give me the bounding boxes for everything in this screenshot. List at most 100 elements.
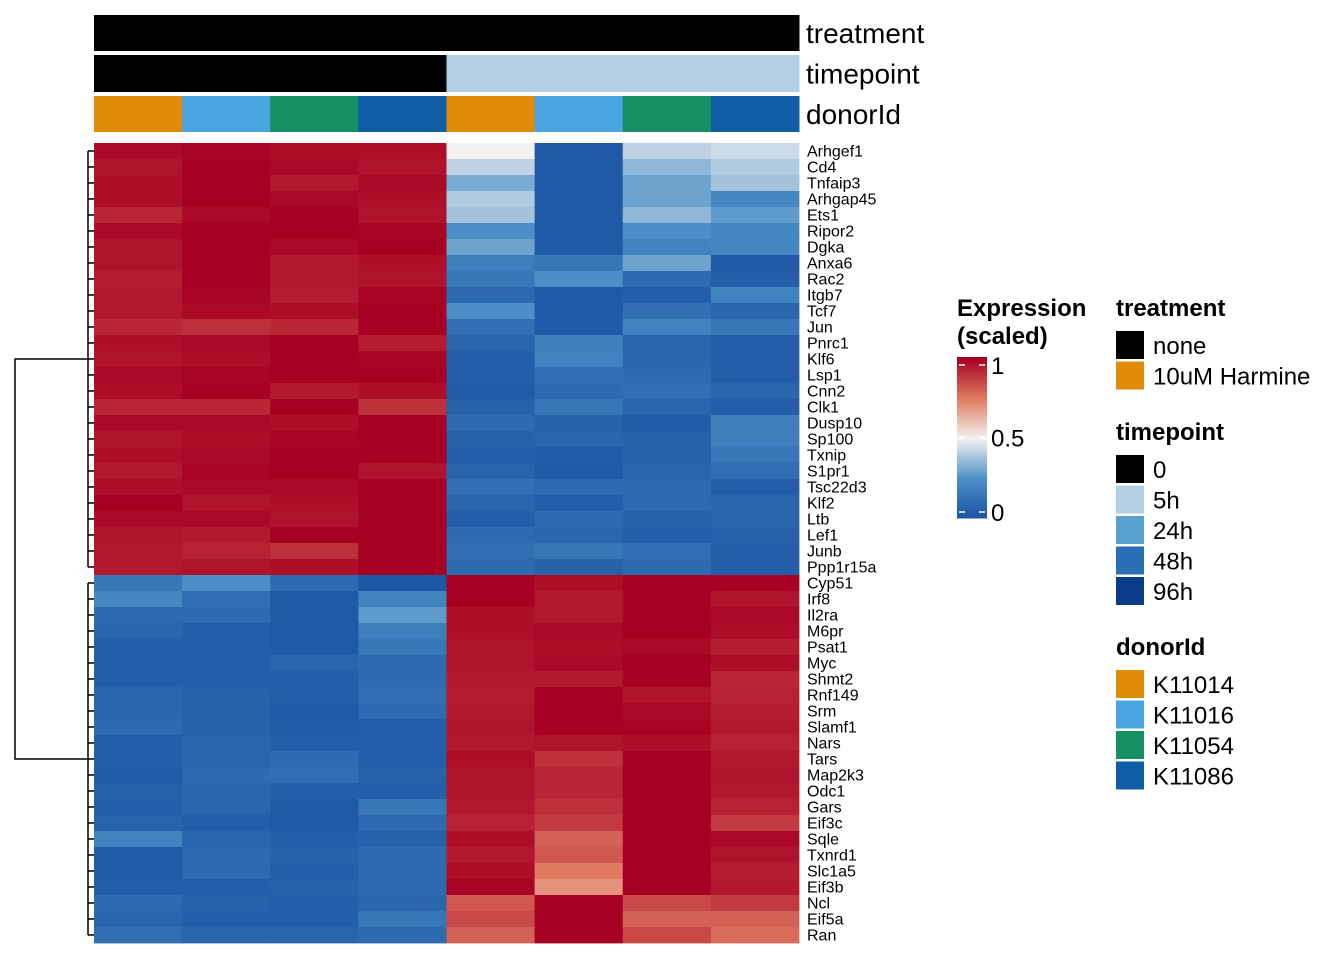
heatmap-cell [710,287,800,304]
row-label: Irf8 [807,592,830,609]
heatmap-cell [270,767,359,784]
heatmap-cell [94,255,183,272]
heatmap-cell [270,303,359,320]
heatmap-cell [270,735,359,752]
legend-label-timepoint: 96h [1153,579,1193,606]
heatmap-cell [446,431,536,448]
heatmap-cell [182,447,271,464]
heatmap-cell [534,175,624,192]
heatmap-cell [182,191,271,208]
colorbar-segment [957,405,987,409]
legend-swatch-timepoint [1116,546,1144,575]
heatmap-cell [358,383,447,400]
heatmap-cell [710,495,800,512]
heatmap-cell [358,591,447,608]
heatmap-cell [270,895,359,912]
heatmap-cell [94,895,183,912]
heatmap-cell [710,399,800,416]
heatmap-cell [182,415,271,432]
legend-swatch-timepoint [1116,485,1144,514]
heatmap-cell [94,767,183,784]
heatmap-cell [358,399,447,416]
colorbar-segment [957,365,987,369]
annotation-cell-treatment [270,15,359,51]
colorbar-segment [957,367,987,371]
annotation-cell-treatment [358,15,447,51]
legend-label-timepoint: 5h [1153,488,1180,515]
heatmap-cell [446,767,536,784]
heatmap-cell [94,143,183,160]
heatmap-cell [622,671,712,688]
heatmap-cell [446,607,536,624]
heatmap-cell [710,319,800,336]
heatmap-cell [446,383,536,400]
heatmap-cell [622,847,712,864]
heatmap-cell [182,383,271,400]
heatmap-cell [446,783,536,800]
heatmap-cell [446,575,536,592]
heatmap-cell [182,303,271,320]
annotation-cell-donorId [182,96,271,132]
heatmap-cell [94,735,183,752]
heatmap-cell [710,655,800,672]
heatmap-cell [358,639,447,656]
heatmap-cell [358,799,447,816]
heatmap-cell [182,527,271,544]
colorbar-title: (scaled) [957,323,1048,350]
annotation-cell-donorId [270,96,359,132]
legend-label-timepoint: 48h [1153,549,1193,576]
heatmap-cell [270,495,359,512]
colorbar-segment [957,413,987,417]
heatmap-cell [622,351,712,368]
heatmap-cell [94,607,183,624]
heatmap-cell [446,479,536,496]
heatmap-cell [94,847,183,864]
heatmap-cell [534,607,624,624]
annotation-cell-timepoint [446,55,536,92]
heatmap-cell [710,751,800,768]
heatmap-cell [182,463,271,480]
row-label: Cd4 [807,160,836,177]
heatmap-cell [446,255,536,272]
heatmap-cell [622,559,712,576]
heatmap-cell [94,703,183,720]
heatmap-cell [270,863,359,880]
legend-swatch-donorId [1116,761,1144,790]
legend-label-donorId: K11014 [1153,672,1234,699]
heatmap-cell [534,511,624,528]
heatmap-cell [710,351,800,368]
heatmap-cell [710,543,800,560]
heatmap-cell [270,703,359,720]
heatmap-cell [182,159,271,176]
colorbar-segment [957,429,987,433]
colorbar-segment [957,424,987,428]
colorbar-segment [957,512,987,516]
row-label: Map2k3 [807,768,864,785]
colorbar-segment [957,461,987,465]
heatmap-cell [358,367,447,384]
heatmap-cells [94,143,800,944]
heatmap-cell [622,703,712,720]
heatmap-cell [622,815,712,832]
row-label: Sqle [807,832,839,849]
heatmap-cell [358,847,447,864]
colorbar-segment [957,383,987,388]
heatmap-cell [182,351,271,368]
heatmap-cell [622,639,712,656]
heatmap-cell [622,431,712,448]
heatmap-cell [446,799,536,816]
heatmap-cell [710,735,800,752]
heatmap-cell [622,159,712,176]
annotation-cell-timepoint [182,55,271,92]
row-label: Ncl [807,896,830,913]
heatmap-cell [710,175,800,192]
annotation-cell-donorId [534,96,624,132]
heatmap-cell [534,703,624,720]
row-label: Eif3c [807,816,843,833]
heatmap-cell [622,895,712,912]
heatmap-cell [94,367,183,384]
row-label: Ets1 [807,208,839,225]
row-label: Il2ra [807,608,838,625]
row-label: Klf6 [807,352,835,369]
heatmap-cell [710,831,800,848]
